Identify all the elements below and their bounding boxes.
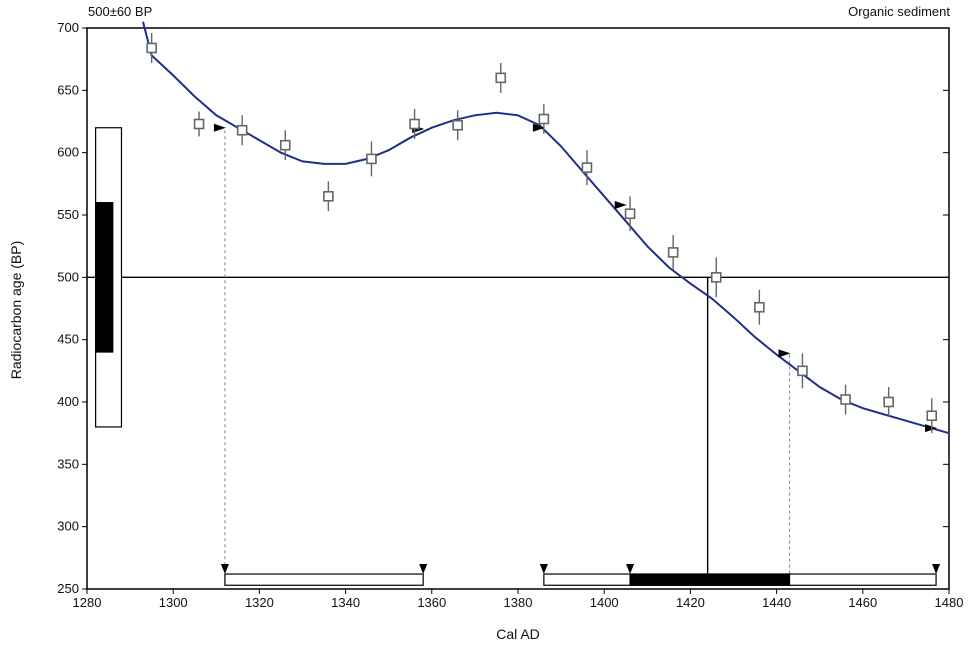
x-tick-label: 1300 <box>159 595 188 610</box>
data-point <box>840 394 851 405</box>
range-bar <box>224 573 424 586</box>
x-tick-label: 1320 <box>245 595 274 610</box>
data-point <box>754 301 765 313</box>
range-marker <box>932 564 941 575</box>
data-point <box>236 124 248 136</box>
x-axis-label: Cal AD <box>496 626 540 642</box>
data-point <box>667 247 679 258</box>
data-point <box>797 365 808 377</box>
data-point <box>452 119 463 131</box>
data-point <box>279 139 291 151</box>
data-point <box>710 272 722 283</box>
data-point <box>538 113 550 125</box>
plot-frame <box>86 27 950 590</box>
header-left: 500±60 BP <box>88 4 152 19</box>
y-tick-label: 500 <box>57 269 79 284</box>
x-tick-label: 1340 <box>331 595 360 610</box>
y-tick-label: 550 <box>57 207 79 222</box>
x-tick-label: 1380 <box>504 595 533 610</box>
data-point <box>409 118 420 130</box>
x-tick-label: 1480 <box>935 595 964 610</box>
range-marker <box>220 564 229 575</box>
data-point <box>146 42 157 54</box>
age-box-1sigma <box>95 202 114 353</box>
x-tick-label: 1420 <box>676 595 705 610</box>
y-tick-label: 600 <box>57 145 79 160</box>
curve-marker <box>213 123 226 132</box>
range-bar-filled <box>629 573 791 586</box>
data-point <box>366 153 377 165</box>
curve-marker <box>614 201 627 210</box>
x-tick-label: 1460 <box>848 595 877 610</box>
calibration-curve <box>142 21 950 435</box>
curve-marker <box>778 349 791 358</box>
curve-marker <box>532 123 545 132</box>
range-marker <box>626 564 635 575</box>
data-point <box>323 191 334 202</box>
y-tick-label: 700 <box>57 20 79 35</box>
range-marker <box>539 564 548 575</box>
x-tick-label: 1280 <box>73 595 102 610</box>
y-tick-label: 400 <box>57 394 79 409</box>
data-point <box>624 208 636 220</box>
y-axis-label: Radiocarbon age (BP) <box>8 241 24 380</box>
data-point <box>883 396 894 408</box>
data-point <box>581 162 593 173</box>
x-tick-label: 1400 <box>590 595 619 610</box>
y-tick-label: 250 <box>57 581 79 596</box>
range-marker <box>419 564 428 575</box>
data-point <box>193 118 205 130</box>
y-tick-label: 350 <box>57 456 79 471</box>
header-right: Organic sediment <box>848 4 950 19</box>
data-point <box>926 410 938 422</box>
x-tick-label: 1360 <box>417 595 446 610</box>
x-tick-label: 1440 <box>762 595 791 610</box>
y-tick-label: 450 <box>57 332 79 347</box>
y-tick-label: 650 <box>57 82 79 97</box>
y-tick-label: 300 <box>57 519 79 534</box>
data-point <box>495 72 507 84</box>
